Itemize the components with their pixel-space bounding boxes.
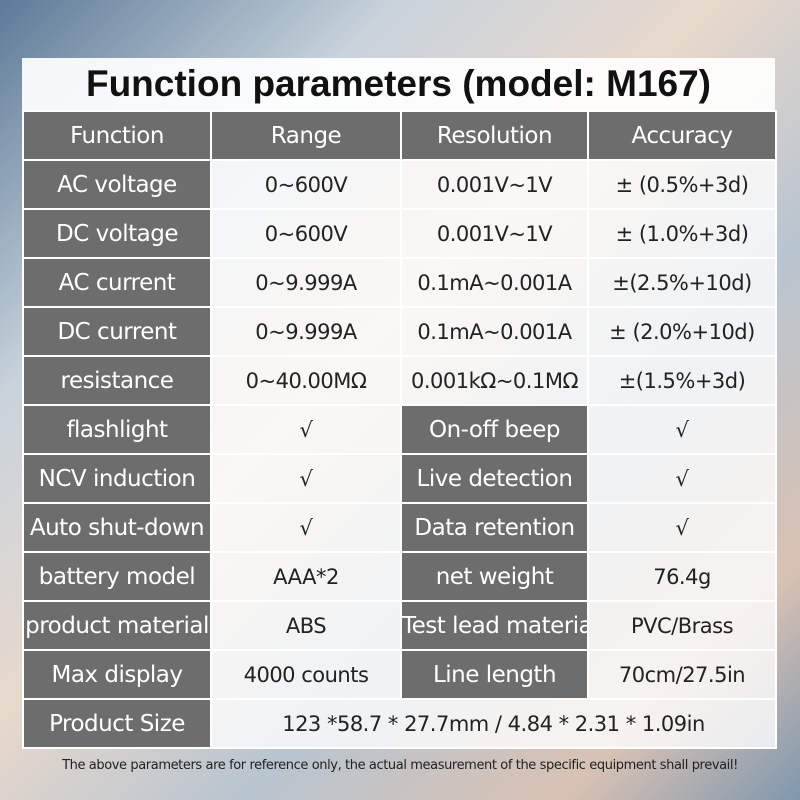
value-cell: ± (1.0%+3d) xyxy=(587,208,777,259)
table-row: product material ABS Test lead material PVC… xyxy=(22,600,777,651)
value-cell: 0.001V~1V xyxy=(400,208,589,259)
label-cell: On-off beep xyxy=(400,404,589,455)
value-cell: √ xyxy=(587,453,777,504)
value-cell: 0~9.999A xyxy=(210,257,402,308)
value-cell: 0.001kΩ~0.1MΩ xyxy=(400,355,589,406)
value-cell: √ xyxy=(210,502,402,553)
label-cell: Data retention xyxy=(400,502,589,553)
value-cell: ±(1.5%+3d) xyxy=(587,355,777,406)
value-cell: √ xyxy=(210,453,402,504)
value-cell: ABS xyxy=(210,600,402,651)
label-cell: Resolution xyxy=(400,110,589,161)
table-row: battery model AAA*2 net weight 76.4g xyxy=(22,551,777,602)
value-cell: 123 *58.7 * 27.7mm / 4.84 * 2.31 * 1.09i… xyxy=(210,698,777,749)
value-cell: 70cm/27.5in xyxy=(587,649,777,700)
table-row: flashlight √ On-off beep √ xyxy=(22,404,777,455)
footer-note: The above parameters are for reference o… xyxy=(62,758,738,773)
value-cell: PVC/Brass xyxy=(587,600,777,651)
label-cell: product material xyxy=(22,600,212,651)
value-cell: √ xyxy=(587,502,777,553)
value-cell: √ xyxy=(210,404,402,455)
label-cell: battery model xyxy=(22,551,212,602)
label-cell: Product Size xyxy=(22,698,212,749)
label-cell: DC current xyxy=(22,306,212,357)
table-row: Auto shut-down √ Data retention √ xyxy=(22,502,777,553)
label-cell: Max display xyxy=(22,649,212,700)
table-row: AC voltage 0~600V 0.001V~1V ± (0.5%+3d) xyxy=(22,159,777,210)
value-cell: 4000 counts xyxy=(210,649,402,700)
label-cell: Live detection xyxy=(400,453,589,504)
label-cell: DC voltage xyxy=(22,208,212,259)
label-cell: resistance xyxy=(22,355,212,406)
value-cell: √ xyxy=(587,404,777,455)
label-cell: Function xyxy=(22,110,212,161)
value-cell: 0.001V~1V xyxy=(400,159,589,210)
label-cell: NCV induction xyxy=(22,453,212,504)
value-cell: 76.4g xyxy=(587,551,777,602)
value-cell: ± (2.0%+10d) xyxy=(587,306,777,357)
label-cell: AC current xyxy=(22,257,212,308)
value-cell: AAA*2 xyxy=(210,551,402,602)
spec-table: Function Range Resolution Accuracy AC voltag… xyxy=(22,110,777,749)
header-row: Function Range Resolution Accuracy xyxy=(22,110,777,161)
table-row: DC voltage 0~600V 0.001V~1V ± (1.0%+3d) xyxy=(22,208,777,259)
table-row: Max display 4000 counts Line length 70cm/27… xyxy=(22,649,777,700)
table-row: NCV induction √ Live detection √ xyxy=(22,453,777,504)
value-cell: 0~9.999A xyxy=(210,306,402,357)
table-row: DC current 0~9.999A 0.1mA~0.001A ± (2.0%+10… xyxy=(22,306,777,357)
value-cell: ± (0.5%+3d) xyxy=(587,159,777,210)
label-cell: Test lead material xyxy=(400,600,589,651)
value-cell: 0.1mA~0.001A xyxy=(400,257,589,308)
label-cell: Range xyxy=(210,110,402,161)
title: Function parameters (model: M167) xyxy=(22,58,775,110)
value-cell: 0.1mA~0.001A xyxy=(400,306,589,357)
label-cell: Auto shut-down xyxy=(22,502,212,553)
label-cell: net weight xyxy=(400,551,589,602)
value-cell: ±(2.5%+10d) xyxy=(587,257,777,308)
table-row: AC current 0~9.999A 0.1mA~0.001A ±(2.5%+10d… xyxy=(22,257,777,308)
table-row: Product Size 123 *58.7 * 27.7mm / 4.84 * … xyxy=(22,698,777,749)
label-cell: flashlight xyxy=(22,404,212,455)
value-cell: 0~600V xyxy=(210,208,402,259)
label-cell: AC voltage xyxy=(22,159,212,210)
value-cell: 0~40.00MΩ xyxy=(210,355,402,406)
value-cell: 0~600V xyxy=(210,159,402,210)
table-row: resistance 0~40.00MΩ 0.001kΩ~0.1MΩ ±(1.5%+3… xyxy=(22,355,777,406)
label-cell: Line length xyxy=(400,649,589,700)
label-cell: Accuracy xyxy=(587,110,777,161)
